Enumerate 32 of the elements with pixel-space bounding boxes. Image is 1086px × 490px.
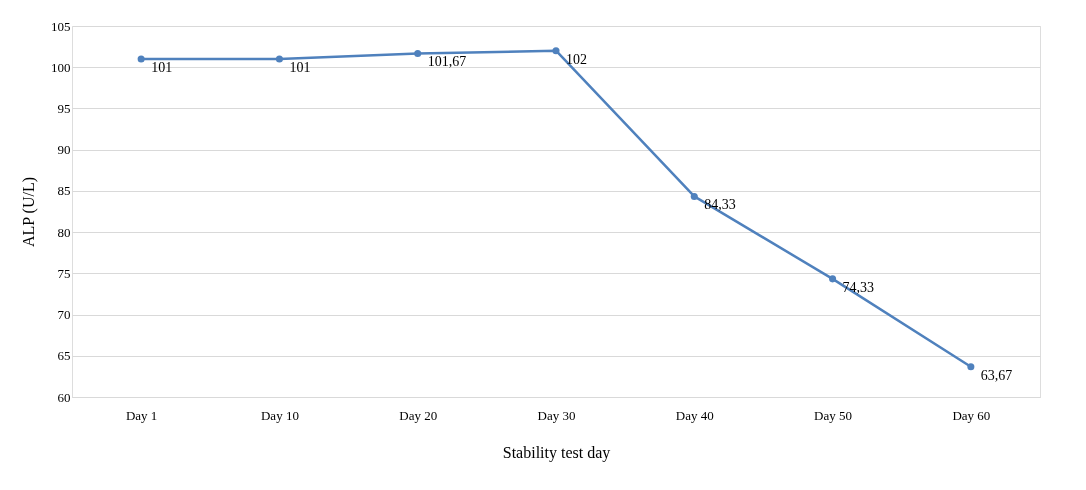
x-tick-label: Day 60 [952,407,991,423]
y-tick-label: 95 [57,100,71,116]
x-tick-label: Day 10 [260,407,299,423]
data-label: 101,67 [427,54,467,70]
y-tick-label: 90 [57,142,71,158]
data-label: 74,33 [842,279,875,295]
y-tick-label: 85 [57,183,71,199]
y-axis-title: ALP (U/L) [20,176,38,248]
point [690,192,698,200]
x-tick-label: Day 50 [814,407,853,423]
y-tick-label: 105 [51,18,71,34]
point [552,47,560,55]
point [275,55,283,63]
data-label: 101 [151,59,173,75]
data-label: 63,67 [980,367,1013,383]
data-label: 102 [566,51,587,67]
point [414,49,422,57]
x-tick-label: Day 40 [675,407,714,423]
y-tick-label: 75 [57,265,71,281]
y-tick-label: 100 [51,59,71,75]
x-tick-label: Day 30 [537,407,576,423]
x-axis-title: Stability test day [502,443,611,462]
y-tick-label: 70 [57,307,71,323]
x-tick-label: Day 20 [399,407,438,423]
y-tick-label: 65 [57,348,71,364]
point [829,275,837,283]
data-label: 101 [289,59,311,75]
point [967,363,975,371]
x-tick-label: Day 1 [125,407,158,423]
y-tick-label: 60 [57,389,71,405]
y-tick-label: 80 [57,224,71,240]
point [137,55,145,63]
